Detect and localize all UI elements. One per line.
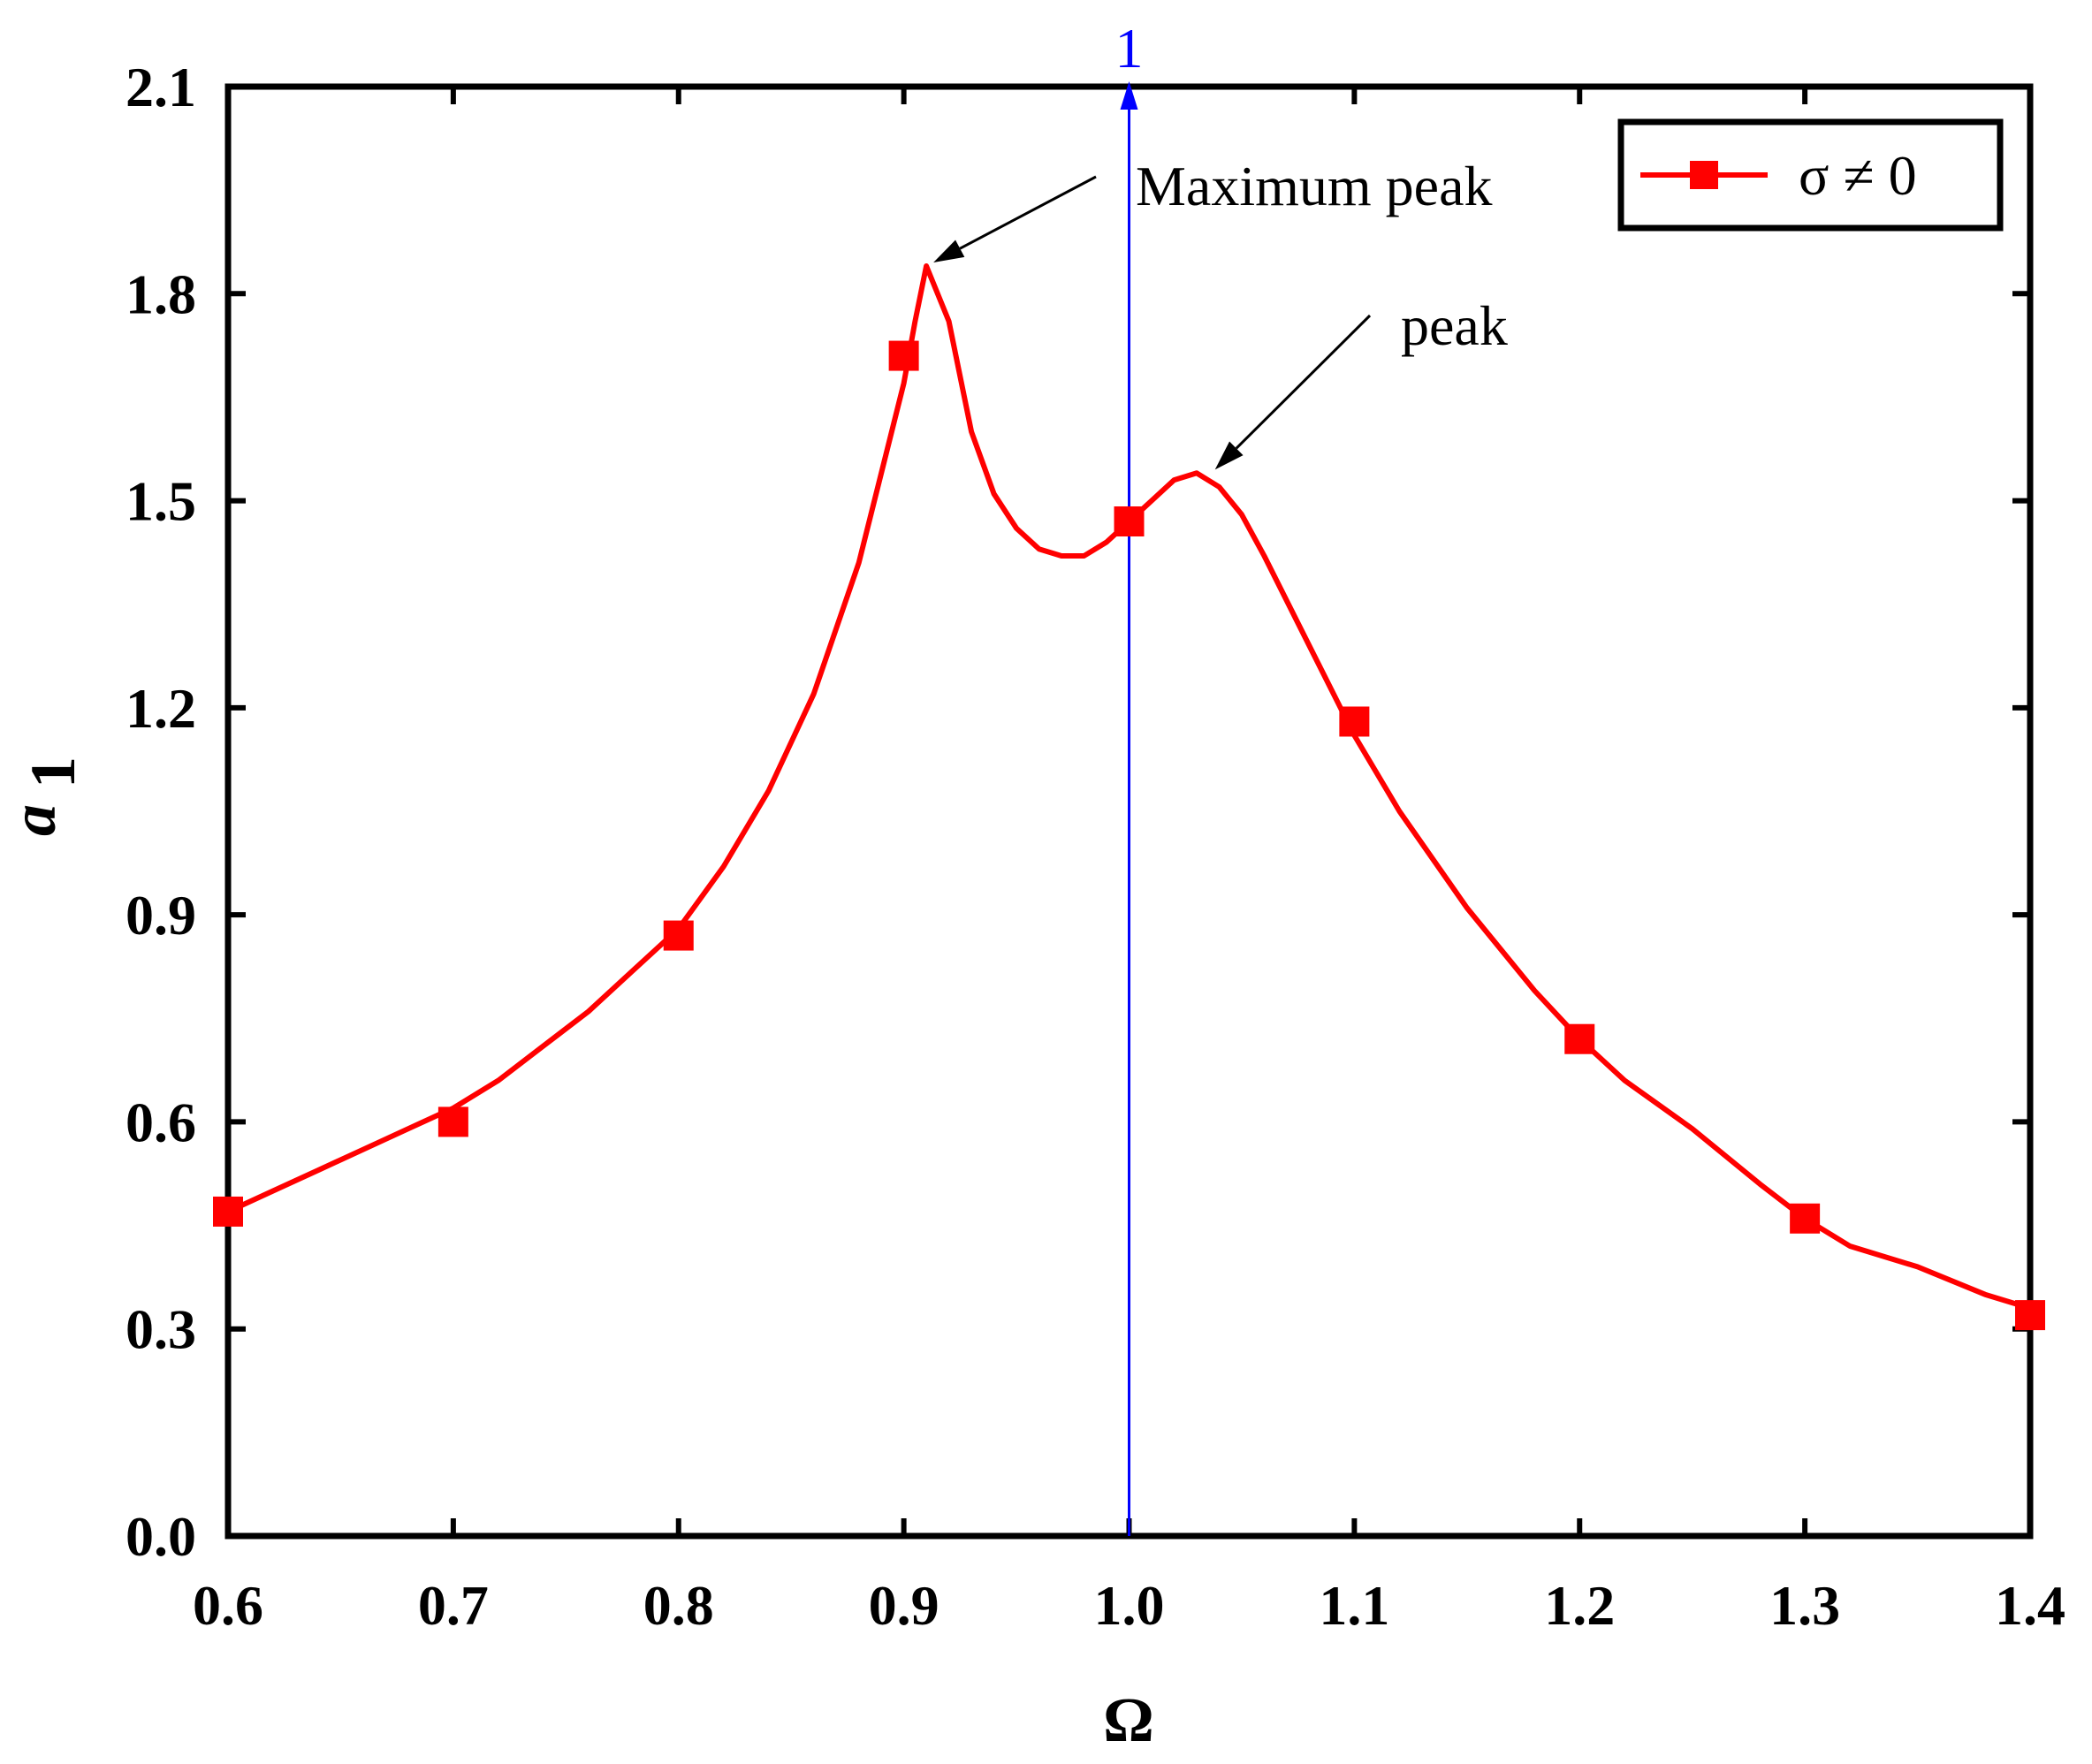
legend: σ ≠ 0 [1617,118,2004,232]
y-tick-label: 2.1 [126,56,196,118]
series-marker [1790,1203,1821,1234]
x-tick-label: 1.3 [1769,1574,1840,1637]
x-tick-label: 0.9 [869,1574,939,1637]
x-tick-label: 1.2 [1544,1574,1615,1637]
series-marker [888,340,919,371]
series-marker [2015,1300,2045,1331]
x-tick-label: 1.4 [1995,1574,2065,1637]
annotations: Maximum peak peak [933,155,1508,470]
series-marker [1339,706,1370,737]
x-axis-title: Ω [1103,1684,1154,1755]
legend-box [1617,118,2004,232]
x-tick-label: 1.0 [1094,1574,1165,1637]
legend-label: σ ≠ 0 [1799,144,1917,207]
y-axis-ticks: 0.0 0.3 0.6 0.9 1.2 1.5 1.8 2.1 [126,56,2030,1568]
annotation-maximum-peak: Maximum peak [1136,155,1492,217]
legend-marker [1690,161,1718,189]
x-tick-label: 0.7 [418,1574,489,1637]
x-tick-label: 0.6 [193,1574,263,1637]
y-tick-label: 0.6 [126,1091,196,1153]
y-tick-label: 1.5 [126,470,196,533]
y-axis-title-text: a [0,804,69,836]
x-tick-label: 0.8 [643,1574,714,1637]
annotation-maximum-peak-arrow [959,175,1097,250]
series-line [226,263,2031,1312]
series-marker [1114,506,1145,536]
series-marker [663,920,694,951]
reference-line-group: 1 [1115,17,1144,1536]
series-marker [437,1106,468,1137]
series-marker [213,1196,243,1227]
y-tick-label: 0.9 [126,884,196,947]
y-tick-label: 0.0 [126,1505,196,1568]
annotation-peak: peak [1401,294,1508,357]
series-marker [1564,1023,1595,1054]
y-axis-title: a 1 [0,757,88,836]
reference-line-label: 1 [1115,17,1144,80]
annotation-peak-arrowhead [1214,441,1244,470]
y-tick-label: 1.2 [126,677,196,740]
annotation-peak-arrow [1235,314,1372,450]
x-tick-label: 1.1 [1319,1574,1389,1637]
y-axis-title-subscript: 1 [18,757,88,788]
annotation-maximum-peak-arrowhead [933,240,965,263]
y-tick-label: 0.3 [126,1298,196,1361]
series-layer [213,263,2045,1331]
y-tick-label: 1.8 [126,262,196,325]
reference-line-arrow [1120,81,1138,110]
